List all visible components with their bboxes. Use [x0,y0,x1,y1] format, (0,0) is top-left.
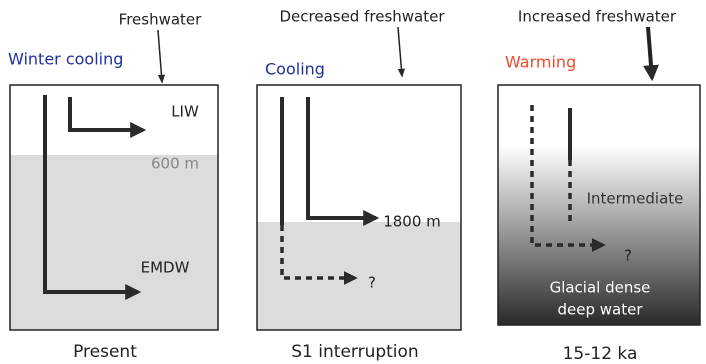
unknown-label: ? [368,274,376,292]
water-mass-label: EMDW [141,259,190,277]
freshwater-arrow [643,26,659,82]
flow-arrow-dashed [280,225,358,285]
freshwater-label: Decreased freshwater [279,8,445,26]
freshwater-arrow [397,26,406,78]
water-mass-label: deep water [557,301,643,319]
flow-arrow [68,97,147,138]
water-mass-label: Intermediate [587,190,684,208]
water-layer [10,155,218,330]
caption: S1 interruption [291,342,418,362]
caption: 15-12 ka [563,344,638,364]
forcing-label: Warming [505,53,576,72]
caption: Present [73,342,137,362]
water-mass-label: LIW [171,103,199,121]
depth-label: 1800 m [383,213,441,231]
water-mass-label: Glacial dense [550,279,651,297]
unknown-label: ? [624,247,632,265]
forcing-label: Cooling [265,60,325,79]
water-layer [257,222,461,330]
freshwater-label: Freshwater [119,11,202,29]
flow-arrow [306,97,380,226]
basin [9,84,219,331]
flow-arrow-dashed [530,105,606,252]
freshwater-label: Increased freshwater [518,8,677,26]
freshwater-arrow [157,29,166,84]
flow-arrow [43,95,142,300]
depth-label: 600 m [151,155,199,173]
basin [256,84,462,331]
forcing-label: Winter cooling [8,50,123,69]
